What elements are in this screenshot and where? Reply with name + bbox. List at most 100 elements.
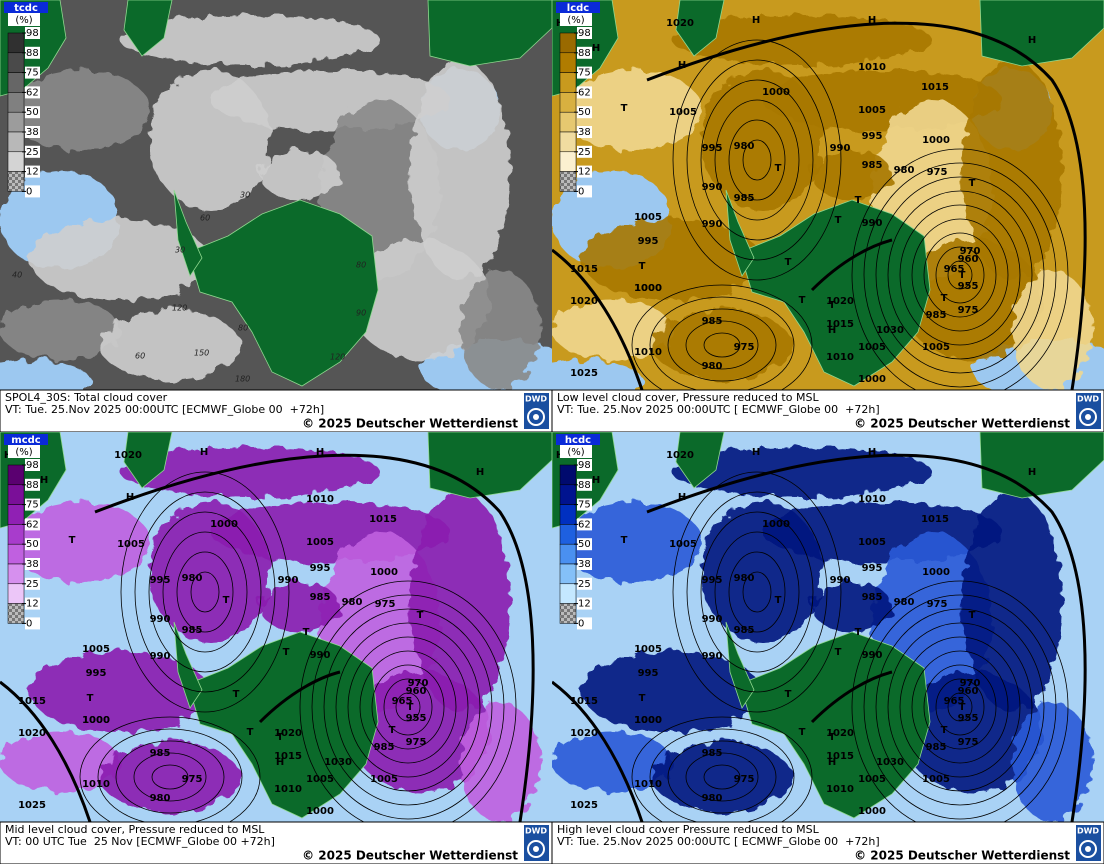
isobar-label: 990 <box>310 650 331 661</box>
isobar-label: 995 <box>702 575 723 586</box>
legend-swatch <box>559 151 577 172</box>
pressure-center: H <box>828 757 836 768</box>
logo-swirl <box>1079 840 1097 858</box>
isobar <box>686 491 828 693</box>
legend-unit-box <box>8 13 40 26</box>
isobar-label: 1020 <box>18 728 46 739</box>
legend-swatch <box>559 504 577 525</box>
pressure-center: T <box>277 732 284 743</box>
front-line <box>552 680 644 822</box>
isobar-label: 995 <box>310 563 331 574</box>
isobar-label: 1020 <box>570 296 598 307</box>
legend-label-box <box>25 106 40 119</box>
isobar <box>672 471 842 713</box>
isobar-label: 985 <box>702 748 723 759</box>
isobar-label: 1015 <box>274 751 302 762</box>
isobar <box>947 692 973 722</box>
isobar-label: 1005 <box>858 105 886 116</box>
isobar-label: 1010 <box>826 352 854 363</box>
legend-swatch <box>559 72 577 93</box>
cloud-area <box>672 447 932 497</box>
isobar-label: 970 <box>960 678 981 689</box>
cloud-area <box>260 582 340 632</box>
legend-swatch <box>7 111 25 133</box>
isobar-label: 975 <box>958 737 979 748</box>
cloud-area <box>552 300 672 360</box>
isobar-label: 975 <box>927 167 948 178</box>
grid-label: 150 <box>194 349 209 358</box>
land <box>427 0 552 67</box>
pressure-center: T <box>799 727 806 738</box>
legend-label: 75 <box>578 500 591 511</box>
isobar-label: 1020 <box>274 728 302 739</box>
pressure-center: H <box>40 475 48 486</box>
pressure-center: H <box>126 492 134 503</box>
grid-label: 30 <box>175 246 185 255</box>
isobar-label: 975 <box>958 305 979 316</box>
isobar-label: 985 <box>182 625 203 636</box>
grid-label: 40 <box>12 271 22 280</box>
legend-label: 98 <box>578 28 591 39</box>
isobar-label: 1005 <box>634 212 662 223</box>
pressure-center: T <box>799 295 806 306</box>
isobar <box>359 650 457 764</box>
pressure-center: T <box>941 725 948 736</box>
pressure-center: T <box>69 535 76 546</box>
isobar <box>685 320 759 370</box>
front-line <box>258 670 341 724</box>
caption-bar <box>551 389 1104 433</box>
isobar-label: 985 <box>926 310 947 321</box>
isobar-label: 980 <box>182 573 203 584</box>
front-line <box>810 670 893 724</box>
legend-label-box <box>577 597 592 610</box>
cloud-area <box>1012 270 1092 390</box>
legend-label: 88 <box>26 480 39 491</box>
isobar-label: 985 <box>734 193 755 204</box>
isobar-label: 1005 <box>858 774 886 785</box>
isobar <box>649 728 795 822</box>
grid-label: 30 <box>240 191 250 200</box>
legend-swatch <box>7 32 25 54</box>
isobar-label: 995 <box>638 236 659 247</box>
isobar-label: 1010 <box>82 779 110 790</box>
isobar <box>79 716 261 822</box>
cloud-area <box>460 702 540 822</box>
legend-label-box <box>25 577 40 590</box>
legend-label: 50 <box>26 107 39 118</box>
pressure-center: T <box>417 610 424 621</box>
legend-title-box <box>556 434 600 445</box>
legend-label-box <box>577 66 592 79</box>
cloud-area <box>1012 702 1092 822</box>
isobar <box>115 740 225 814</box>
legend-label-box <box>25 145 40 158</box>
isobar <box>190 571 220 613</box>
isobar-label: 990 <box>862 218 883 229</box>
isobar-label: 995 <box>862 131 883 142</box>
isobar <box>899 204 1021 346</box>
legend-label-box <box>25 46 40 59</box>
isobar-label: 980 <box>734 573 755 584</box>
isobar-label: 1005 <box>922 342 950 353</box>
legend-label-box <box>25 126 40 138</box>
legend-swatch <box>559 484 577 505</box>
legend-label-box <box>25 518 40 531</box>
pressure-center: T <box>639 261 646 272</box>
isobar-label: 1020 <box>570 728 598 739</box>
isobar <box>631 716 813 822</box>
land <box>739 631 931 819</box>
isobar-label: 975 <box>375 599 396 610</box>
legend-label: 62 <box>578 87 591 98</box>
isobar <box>887 622 1033 792</box>
isobar-label: 1000 <box>922 567 950 578</box>
legend-label-box <box>25 597 40 610</box>
pressure-center: T <box>969 610 976 621</box>
legend-label-box <box>25 86 40 99</box>
legend-label: 38 <box>26 559 39 570</box>
pressure-center: T <box>775 595 782 606</box>
legend-label: 88 <box>578 480 591 491</box>
legend-label: 12 <box>26 599 39 610</box>
isobar-label: 965 <box>944 264 965 275</box>
isobar <box>742 571 772 613</box>
cloud-area <box>410 492 510 712</box>
